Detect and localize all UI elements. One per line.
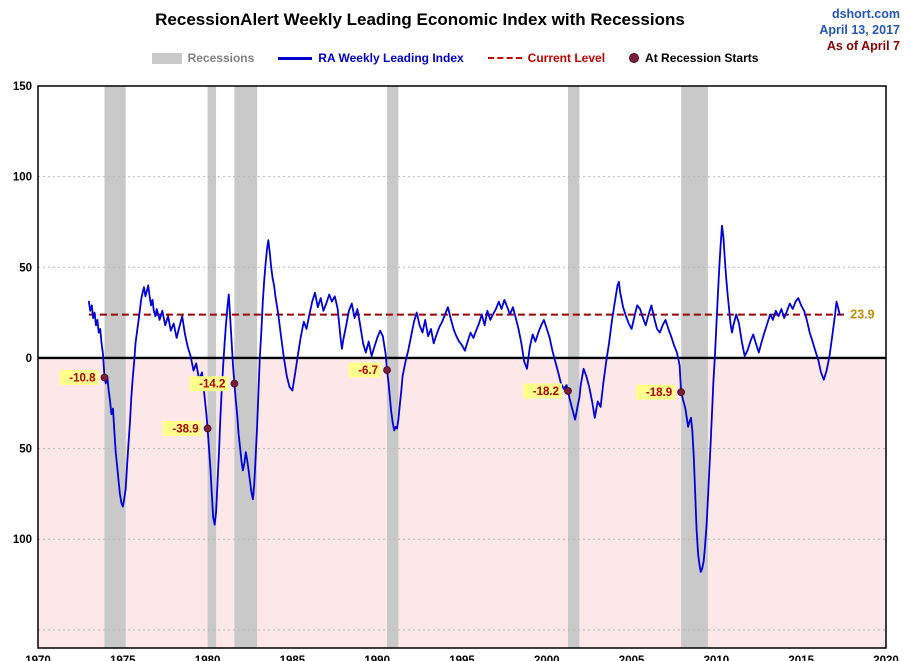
- index-line-swatch-icon: [278, 56, 313, 60]
- y-tick-label: 50: [19, 262, 32, 274]
- legend-item-recessions: Recessions: [151, 51, 255, 65]
- wlei-chart: -10.8 -38.9 -14.2 -6.7 -18.2 -18.9 23.9 150 100 5…: [13, 81, 899, 661]
- marker-label: -18.2: [533, 386, 559, 398]
- recession-start-dot: [100, 373, 109, 382]
- legend-label-recession-starts: At Recession Starts: [645, 51, 759, 65]
- source-as-of: As of April 7: [826, 39, 900, 53]
- legend-item-index: RA Weekly Leading Index: [278, 51, 464, 65]
- x-tick-label: 2000: [534, 655, 560, 661]
- x-tick-label: 2005: [619, 655, 645, 661]
- legend-label-current-level: Current Level: [527, 51, 606, 65]
- marker-label: -6.7: [358, 365, 378, 377]
- y-tick-label: 100: [13, 172, 32, 184]
- recession-start-dot: [564, 387, 572, 395]
- recession-start-dot: [230, 379, 239, 388]
- recession-band: [387, 86, 399, 648]
- recession-band: [207, 86, 217, 648]
- recession-start-dot: [383, 366, 391, 374]
- marker-label-bg: [189, 376, 229, 392]
- recession-band: [234, 86, 258, 648]
- marker-label: -14.2: [199, 379, 225, 391]
- source-site: dshort.com: [831, 7, 900, 21]
- x-tick-label: 1975: [110, 655, 136, 661]
- legend-label-index: RA Weekly Leading Index: [318, 51, 464, 65]
- legend-item-current-level: Current Level: [487, 51, 606, 65]
- x-tick-label: 1970: [25, 655, 51, 661]
- recession-band-swatch-icon: [151, 52, 182, 64]
- recession-start-dot-swatch-icon: [629, 53, 640, 63]
- x-tick-label: 1995: [449, 655, 475, 661]
- plot-frame: [37, 85, 887, 649]
- recession-start-dot: [677, 388, 686, 397]
- current-level-value-label: 23.9: [850, 308, 874, 322]
- x-tick-label: 2020: [873, 655, 899, 661]
- x-tick-label: 1990: [364, 655, 390, 661]
- marker-label-bg: [348, 362, 382, 378]
- y-tick-label: 100: [13, 534, 32, 546]
- index-line: [88, 224, 841, 573]
- x-tick-label: 2015: [788, 655, 814, 661]
- y-tick-label: 0: [26, 353, 32, 365]
- marker-label: -18.9: [646, 387, 672, 399]
- legend: Recessions RA Weekly Leading Index Curre…: [0, 51, 910, 65]
- negative-region: [38, 357, 886, 648]
- y-tick-label: 150: [13, 81, 32, 93]
- x-tick-label: 1980: [195, 655, 221, 661]
- marker-label-bg: [59, 370, 99, 386]
- recession-start-dot: [203, 424, 212, 433]
- marker-label: -10.8: [69, 373, 96, 385]
- source-block: dshort.com April 13, 2017 As of April 7: [819, 6, 900, 54]
- page-title: RecessionAlert Weekly Leading Economic I…: [155, 10, 685, 29]
- y-tick-label: 50: [19, 444, 32, 456]
- source-date: April 13, 2017: [819, 23, 900, 37]
- current-level-swatch-icon: [487, 57, 522, 59]
- marker-label-bg: [636, 384, 676, 400]
- legend-item-recession-starts: At Recession Starts: [629, 51, 758, 65]
- marker-label-bg: [162, 420, 202, 436]
- recession-band: [568, 86, 580, 648]
- legend-label-recessions: Recessions: [187, 51, 255, 65]
- marker-label-bg: [523, 383, 562, 399]
- x-tick-label: 2010: [704, 655, 730, 661]
- x-tick-label: 1985: [280, 655, 306, 661]
- recession-band: [104, 86, 126, 648]
- marker-label: -38.9: [172, 423, 198, 435]
